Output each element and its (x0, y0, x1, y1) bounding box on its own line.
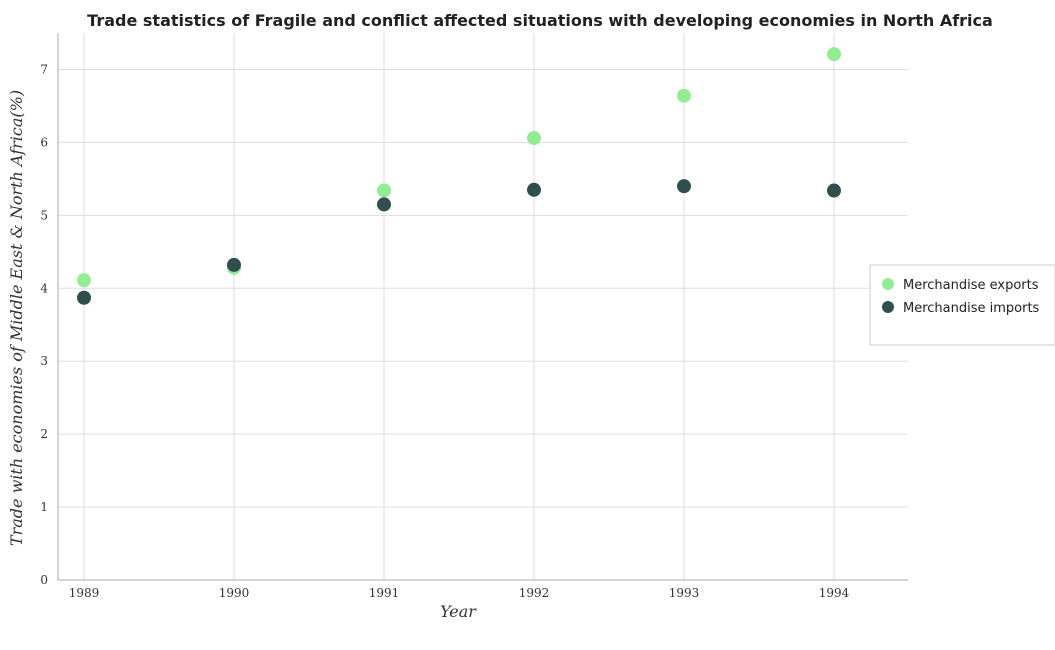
point-exports (377, 183, 391, 198)
y-tick-label: 4 (40, 281, 48, 295)
x-tick-label: 1993 (669, 586, 700, 600)
point-imports (827, 183, 841, 198)
y-gridlines (58, 68, 908, 581)
y-tick-labels: 0 1 2 3 4 5 6 7 (40, 62, 48, 587)
x-tick-label: 1989 (69, 586, 100, 600)
point-exports (77, 273, 91, 288)
y-tick-label: 0 (40, 573, 48, 587)
chart-title: Trade statistics of Fragile and conflict… (87, 11, 993, 30)
y-tick-label: 1 (40, 500, 48, 514)
y-axis-label: Trade with economies of Middle East & No… (7, 90, 26, 546)
y-tick-label: 2 (40, 427, 48, 441)
x-tick-labels: 1989 1990 1991 1992 1993 1994 (69, 586, 850, 600)
legend-marker-imports (882, 301, 894, 313)
point-exports (677, 88, 691, 103)
x-axis-label: Year (440, 602, 477, 621)
legend-marker-exports (882, 278, 894, 290)
point-exports (827, 47, 841, 62)
x-tick-label: 1990 (219, 586, 250, 600)
legend: Merchandise exports Merchandise imports (869, 264, 1055, 346)
y-tick-label: 6 (40, 135, 48, 149)
point-imports (77, 290, 91, 305)
legend-box (869, 264, 1055, 346)
point-imports (377, 197, 391, 212)
data-points (77, 47, 841, 305)
point-imports (227, 257, 241, 272)
x-tick-label: 1992 (519, 586, 550, 600)
y-tick-label: 7 (40, 62, 48, 76)
x-tick-label: 1994 (819, 586, 850, 600)
point-imports (677, 179, 691, 194)
legend-label-imports: Merchandise imports (903, 301, 1040, 316)
legend-label-exports: Merchandise exports (903, 278, 1039, 293)
x-tick-label: 1991 (369, 586, 400, 600)
x-gridlines (83, 33, 835, 580)
point-imports (527, 182, 541, 197)
y-tick-label: 3 (40, 354, 48, 368)
y-tick-label: 5 (40, 208, 48, 222)
point-exports (527, 131, 541, 146)
